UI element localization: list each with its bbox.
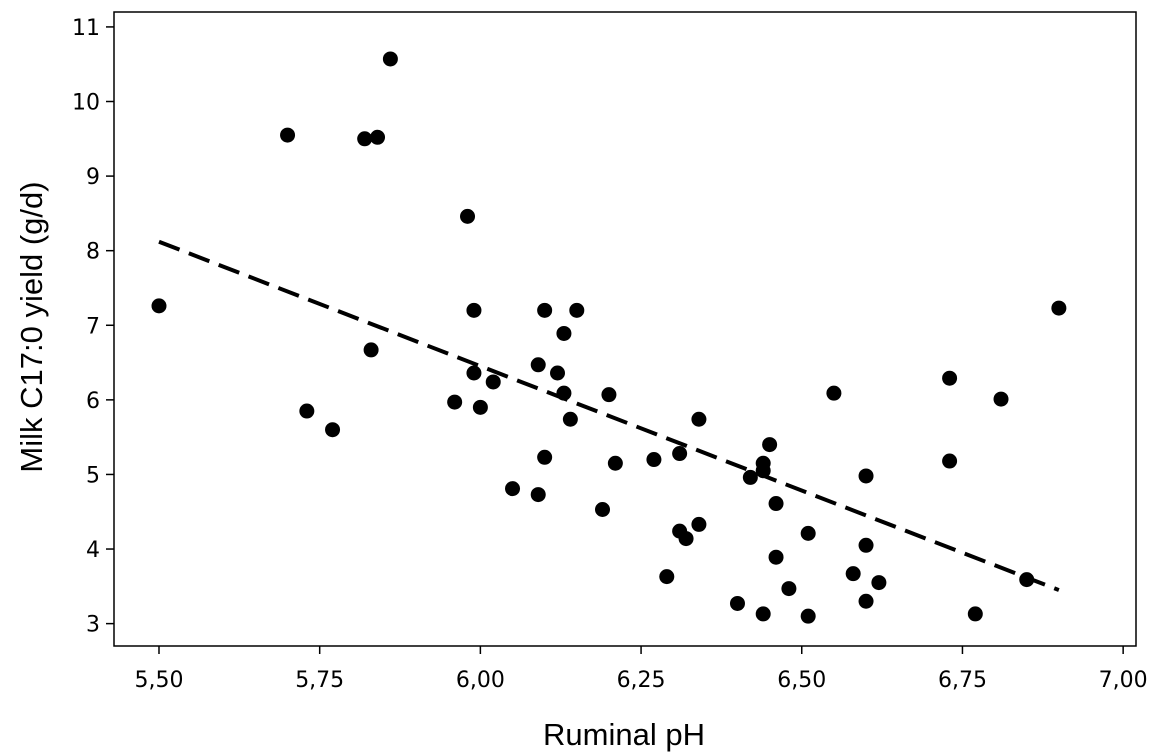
data-point: [460, 208, 476, 224]
data-point: [466, 302, 482, 318]
data-point: [942, 453, 958, 469]
x-tick-label: 5,50: [135, 668, 184, 693]
data-point: [569, 302, 585, 318]
data-point: [151, 298, 167, 314]
x-tick-label: 6,75: [938, 668, 987, 693]
y-tick-label: 8: [86, 240, 100, 265]
data-point: [768, 496, 784, 512]
data-point: [595, 502, 611, 518]
data-point: [537, 449, 553, 465]
data-point: [530, 357, 546, 373]
data-point: [858, 468, 874, 484]
data-point: [537, 302, 553, 318]
data-point: [691, 516, 707, 532]
x-tick-label: 6,25: [617, 668, 666, 693]
data-point: [472, 399, 488, 415]
data-point: [762, 437, 778, 453]
data-point: [382, 51, 398, 67]
data-point: [768, 549, 784, 565]
data-point: [646, 452, 662, 468]
data-point: [370, 129, 386, 145]
data-point: [485, 374, 501, 390]
plot-frame: [113, 11, 1137, 647]
data-point: [601, 387, 617, 403]
data-point: [729, 595, 745, 611]
data-point: [505, 481, 521, 497]
data-point: [556, 325, 572, 341]
y-tick-label: 6: [86, 389, 100, 414]
y-axis-title: Milk C17:0 yield (g/d): [14, 181, 49, 472]
data-point: [845, 566, 861, 582]
data-point: [742, 469, 758, 485]
data-point: [858, 537, 874, 553]
data-point: [325, 422, 341, 438]
data-point: [967, 606, 983, 622]
data-point: [755, 606, 771, 622]
data-point: [800, 525, 816, 541]
data-point: [678, 531, 694, 547]
data-point: [993, 391, 1009, 407]
x-tick-label: 6,00: [456, 668, 505, 693]
y-tick-label: 11: [72, 16, 100, 41]
data-point: [363, 342, 379, 358]
data-point: [607, 455, 623, 471]
data-point: [562, 411, 578, 427]
data-point: [672, 446, 688, 462]
data-point: [447, 394, 463, 410]
data-point: [826, 385, 842, 401]
data-point: [550, 365, 566, 381]
y-tick-label: 7: [86, 314, 100, 339]
data-point: [280, 127, 296, 143]
x-axis-title: Ruminal pH: [543, 717, 705, 752]
data-point: [466, 365, 482, 381]
y-tick-label: 5: [86, 463, 100, 488]
data-point: [691, 411, 707, 427]
data-point: [781, 581, 797, 597]
data-point: [800, 608, 816, 624]
y-tick-label: 10: [72, 91, 100, 116]
data-point: [858, 593, 874, 609]
y-tick-label: 9: [86, 165, 100, 190]
data-point: [530, 487, 546, 503]
data-points: [151, 51, 1067, 624]
data-point: [659, 569, 675, 585]
y-axis: 3 4 5 6 7 8 9 10 11: [72, 16, 114, 638]
x-tick-label: 5,75: [295, 668, 344, 693]
data-point: [755, 463, 771, 479]
trend-line: [158, 239, 1060, 592]
data-point: [299, 403, 315, 419]
x-axis: 5,50 5,75 6,00 6,25 6,50 6,75 7,00: [135, 646, 1148, 693]
data-point: [942, 370, 958, 386]
data-point: [1051, 300, 1067, 316]
y-tick-label: 4: [86, 538, 100, 563]
data-point: [871, 575, 887, 591]
x-tick-label: 6,50: [777, 668, 826, 693]
data-point: [556, 385, 572, 401]
x-tick-label: 7,00: [1099, 668, 1148, 693]
data-point: [357, 131, 373, 147]
y-tick-label: 3: [86, 613, 100, 638]
data-point: [1019, 572, 1035, 588]
